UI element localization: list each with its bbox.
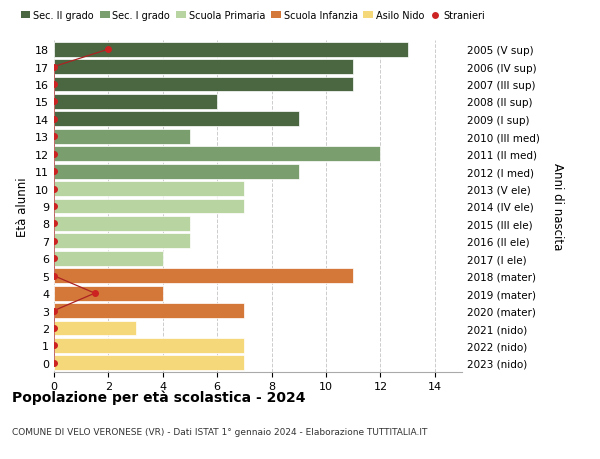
Y-axis label: Età alunni: Età alunni: [16, 177, 29, 236]
Text: Popolazione per età scolastica - 2024: Popolazione per età scolastica - 2024: [12, 390, 305, 405]
Bar: [54, 303, 244, 318]
Bar: [54, 356, 244, 370]
Bar: [54, 321, 136, 336]
Bar: [54, 78, 353, 92]
Bar: [54, 252, 163, 266]
Y-axis label: Anni di nascita: Anni di nascita: [551, 163, 564, 250]
Bar: [54, 60, 353, 75]
Bar: [54, 164, 299, 179]
Bar: [54, 217, 190, 231]
Bar: [54, 129, 190, 145]
Text: COMUNE DI VELO VERONESE (VR) - Dati ISTAT 1° gennaio 2024 - Elaborazione TUTTITA: COMUNE DI VELO VERONESE (VR) - Dati ISTA…: [12, 427, 427, 436]
Bar: [54, 286, 163, 301]
Bar: [54, 95, 217, 110]
Bar: [54, 269, 353, 284]
Bar: [54, 199, 244, 214]
Bar: [54, 338, 244, 353]
Bar: [54, 182, 244, 196]
Bar: [54, 234, 190, 249]
Legend: Sec. II grado, Sec. I grado, Scuola Primaria, Scuola Infanzia, Asilo Nido, Stran: Sec. II grado, Sec. I grado, Scuola Prim…: [17, 7, 488, 25]
Bar: [54, 112, 299, 127]
Bar: [54, 147, 380, 162]
Bar: [54, 43, 407, 57]
